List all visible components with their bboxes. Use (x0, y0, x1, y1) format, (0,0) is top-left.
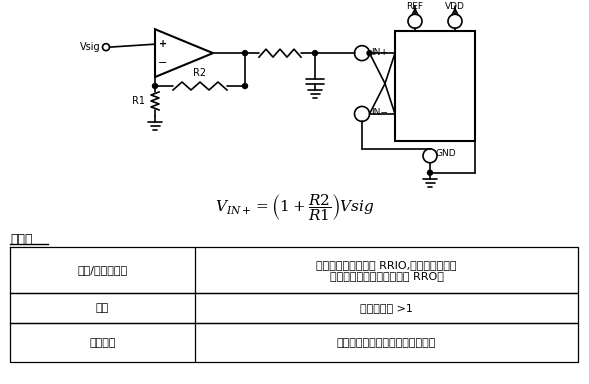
Text: −: − (158, 58, 168, 68)
Text: R1: R1 (132, 96, 145, 106)
Text: 单电源供电可能需要 RRIO,取决于增益。如
果增益足够高，可能只需要 RRO。: 单电源供电可能需要 RRIO,取决于增益。如 果增益足够高，可能只需要 RRO。 (316, 260, 456, 281)
Text: 高阻抗受放大器的输入漏电流限制: 高阻抗受放大器的输入漏电流限制 (337, 338, 436, 348)
Text: REF: REF (406, 2, 423, 11)
Text: IN+: IN+ (371, 48, 388, 56)
Text: Vsig: Vsig (80, 42, 101, 52)
Text: 仅允许增益 >1: 仅允许增益 >1 (360, 303, 413, 313)
Text: 裕量/单电源供电: 裕量/单电源供电 (77, 265, 128, 275)
Circle shape (367, 51, 372, 56)
Bar (395, 31, 475, 141)
Circle shape (428, 170, 432, 175)
Circle shape (313, 51, 317, 56)
Text: $V_{IN+} = \left(1 + \dfrac{R2}{R1}\right) Vsig$: $V_{IN+} = \left(1 + \dfrac{R2}{R1}\righ… (215, 192, 375, 223)
Text: 利与弊: 利与弊 (10, 233, 32, 245)
Circle shape (243, 51, 247, 56)
Text: GND: GND (435, 149, 456, 158)
Text: IN−: IN− (371, 108, 388, 118)
Text: VDD: VDD (445, 2, 465, 11)
Text: 增益: 增益 (96, 303, 109, 313)
Circle shape (153, 84, 157, 88)
Text: +: + (159, 39, 167, 49)
Text: 输入阻抗: 输入阻抗 (90, 338, 116, 348)
Circle shape (243, 84, 247, 88)
Text: R2: R2 (193, 68, 207, 78)
